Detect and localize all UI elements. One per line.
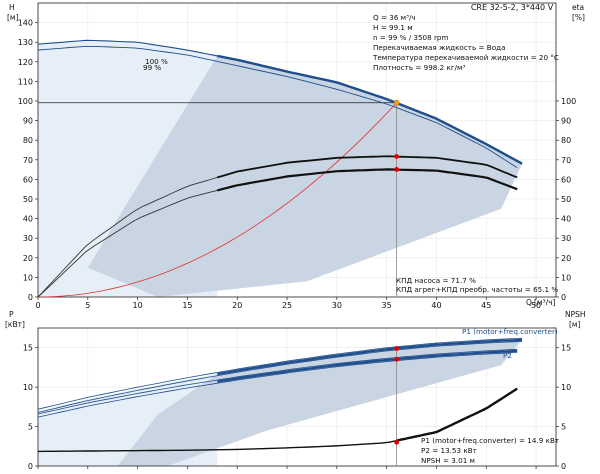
- head-plot-right-tick-label: 100: [561, 97, 576, 106]
- info-q: Q = 36 м³/ч: [373, 13, 416, 22]
- head-plot-left-tick-label: 70: [23, 156, 33, 165]
- title: CRE 32-5-2, 3*440 V: [471, 3, 554, 12]
- head-plot-x-tick-label: 5: [85, 301, 90, 310]
- legend-p1: P1 (motor+freq.converter): [462, 327, 558, 336]
- head-plot-left-tick-label: 90: [23, 117, 33, 126]
- eta-axis-label: eta: [572, 3, 584, 12]
- head-plot-x-tick-label: 50: [531, 301, 541, 310]
- info-fluid: Перекачиваемая жидкость = Вода: [373, 43, 506, 52]
- power-curve-lower-1: [37, 341, 523, 413]
- head-plot-left-tick-label: 10: [23, 273, 33, 282]
- head-plot-left-tick-label: 60: [23, 175, 33, 184]
- head-plot-right-tick-label: 40: [561, 215, 571, 224]
- info-eta-pump: КПД насоса = 71.7 %: [396, 276, 476, 285]
- head-plot-left-tick-label: 110: [18, 77, 33, 86]
- head-plot-x-tick-label: 25: [282, 301, 292, 310]
- power-curve-upper-2: [37, 348, 518, 415]
- power-plot-left-tick-label: 15: [23, 344, 33, 353]
- duty-point-p2: [394, 356, 400, 362]
- flow-axis-unit: [м³/ч]: [534, 298, 556, 307]
- power-plot-right-tick-label: 0: [561, 462, 566, 471]
- head-axis-label: H: [9, 3, 15, 12]
- head-curve-operating: [217, 54, 523, 165]
- chart-labels: CRE 32-5-2, 3*440 V H [м] eta [%] Q [м³/…: [5, 3, 586, 465]
- head-operating-area: [87, 55, 523, 298]
- head-plot-left-tick-label: 100: [18, 97, 33, 106]
- head-plot-right-tick-label: 70: [561, 156, 571, 165]
- info-temp: Температура перекачиваемой жидкости = 20…: [372, 53, 559, 62]
- info-h: H = 99.1 м: [373, 23, 413, 32]
- head-axis-unit: [м]: [7, 13, 19, 22]
- head-plot-left-tick-label: 120: [18, 58, 33, 67]
- head-curve-99: [37, 45, 518, 168]
- power-curve-upper-1: [37, 337, 523, 410]
- head-plot-right-tick-label: 20: [561, 254, 571, 263]
- power-curve-operating-2: [217, 349, 518, 383]
- eta-axis-unit: [%]: [572, 13, 585, 22]
- head-plot-left-tick-label: 40: [23, 215, 33, 224]
- head-plot-left-tick-label: 50: [23, 195, 33, 204]
- legend-p2: P2: [503, 351, 512, 360]
- head-plot-left-tick-label: 130: [18, 38, 33, 47]
- power-curve-lower-2: [37, 352, 518, 418]
- npsh-axis-unit: [м]: [569, 320, 581, 329]
- readout-p2: P2 = 13.53 кВт: [421, 446, 477, 455]
- system-curve: [37, 102, 397, 298]
- head-plot-x-tick-label: 10: [133, 301, 143, 310]
- head-plot-x-tick-label: 45: [481, 301, 491, 310]
- head-plot-x-tick-label: 0: [35, 301, 40, 310]
- speed-label-100: 100 %: [145, 57, 168, 66]
- power-axis-label: P: [9, 310, 14, 319]
- info-n: n = 99 % / 3508 rpm: [373, 33, 449, 42]
- info-eta-total: КПД агрег+КПД преобр. частоты = 65.1 %: [396, 285, 558, 294]
- duty-point-head: [393, 99, 400, 106]
- duty-point-eta-total: [394, 167, 400, 172]
- power-plot-left-tick-label: 10: [23, 383, 33, 392]
- power-plot-right-tick-label: 10: [561, 383, 571, 392]
- head-plot-left-tick-label: 30: [23, 234, 33, 243]
- power-axis-unit: [кВт]: [5, 320, 25, 329]
- head-plot-left-tick-label: 140: [18, 19, 33, 28]
- flow-axis-label: Q: [526, 298, 532, 307]
- head-plot-left-tick-label: 0: [28, 293, 33, 302]
- duty-point-eta-pump: [394, 154, 400, 159]
- npsh-curve-operating: [396, 387, 518, 442]
- power-operating-area: [117, 339, 523, 466]
- power-plot-frame: [37, 327, 557, 467]
- head-plot-frame: [37, 2, 557, 298]
- duty-point-npsh: [394, 439, 400, 445]
- head-efficiency-plot: 0102030405060708090100110120130140010203…: [18, 2, 576, 310]
- speed-label-99: 99 %: [143, 63, 161, 72]
- head-plot-x-tick-label: 35: [382, 301, 392, 310]
- head-plot-right-tick-label: 60: [561, 175, 571, 184]
- head-plot-right-tick-label: 90: [561, 117, 571, 126]
- power-plot-right-tick-label: 5: [561, 423, 566, 432]
- eta-total-curve-operating: [217, 168, 518, 192]
- power-plot-left-tick-label: 0: [28, 462, 33, 471]
- head-plot-x-tick-label: 40: [431, 301, 441, 310]
- power-npsh-plot: 0 5 10 15 0 5 10 15: [23, 327, 571, 471]
- info-density: Плотность = 998.2 кг/м³: [373, 63, 465, 72]
- head-plot-left-tick-label: 20: [23, 254, 33, 263]
- head-plot-right-tick-label: 10: [561, 273, 571, 282]
- head-plot-right-tick-label: 50: [561, 195, 571, 204]
- head-plot-right-tick-label: 30: [561, 234, 571, 243]
- head-plot-right-tick-label: 80: [561, 136, 571, 145]
- head-plot-right-tick-label: 0: [561, 293, 566, 302]
- head-plot-left-tick-label: 80: [23, 136, 33, 145]
- duty-point-p1: [394, 346, 400, 351]
- readout-p1: P1 (motor+freq.converter) = 14.9 кВт: [421, 436, 559, 445]
- power-curve-operating-1: [217, 338, 523, 376]
- head-plot-x-tick-label: 30: [332, 301, 342, 310]
- power-plot-right-tick-label: 15: [561, 344, 571, 353]
- npsh-axis-label: NPSH: [565, 310, 586, 319]
- power-plot-left-tick-label: 5: [28, 423, 33, 432]
- readout-npsh: NPSH = 3.01 м: [421, 456, 475, 465]
- head-plot-x-tick-label: 20: [232, 301, 242, 310]
- eta-pump-curve-operating: [217, 155, 518, 179]
- head-plot-x-tick-label: 15: [182, 301, 192, 310]
